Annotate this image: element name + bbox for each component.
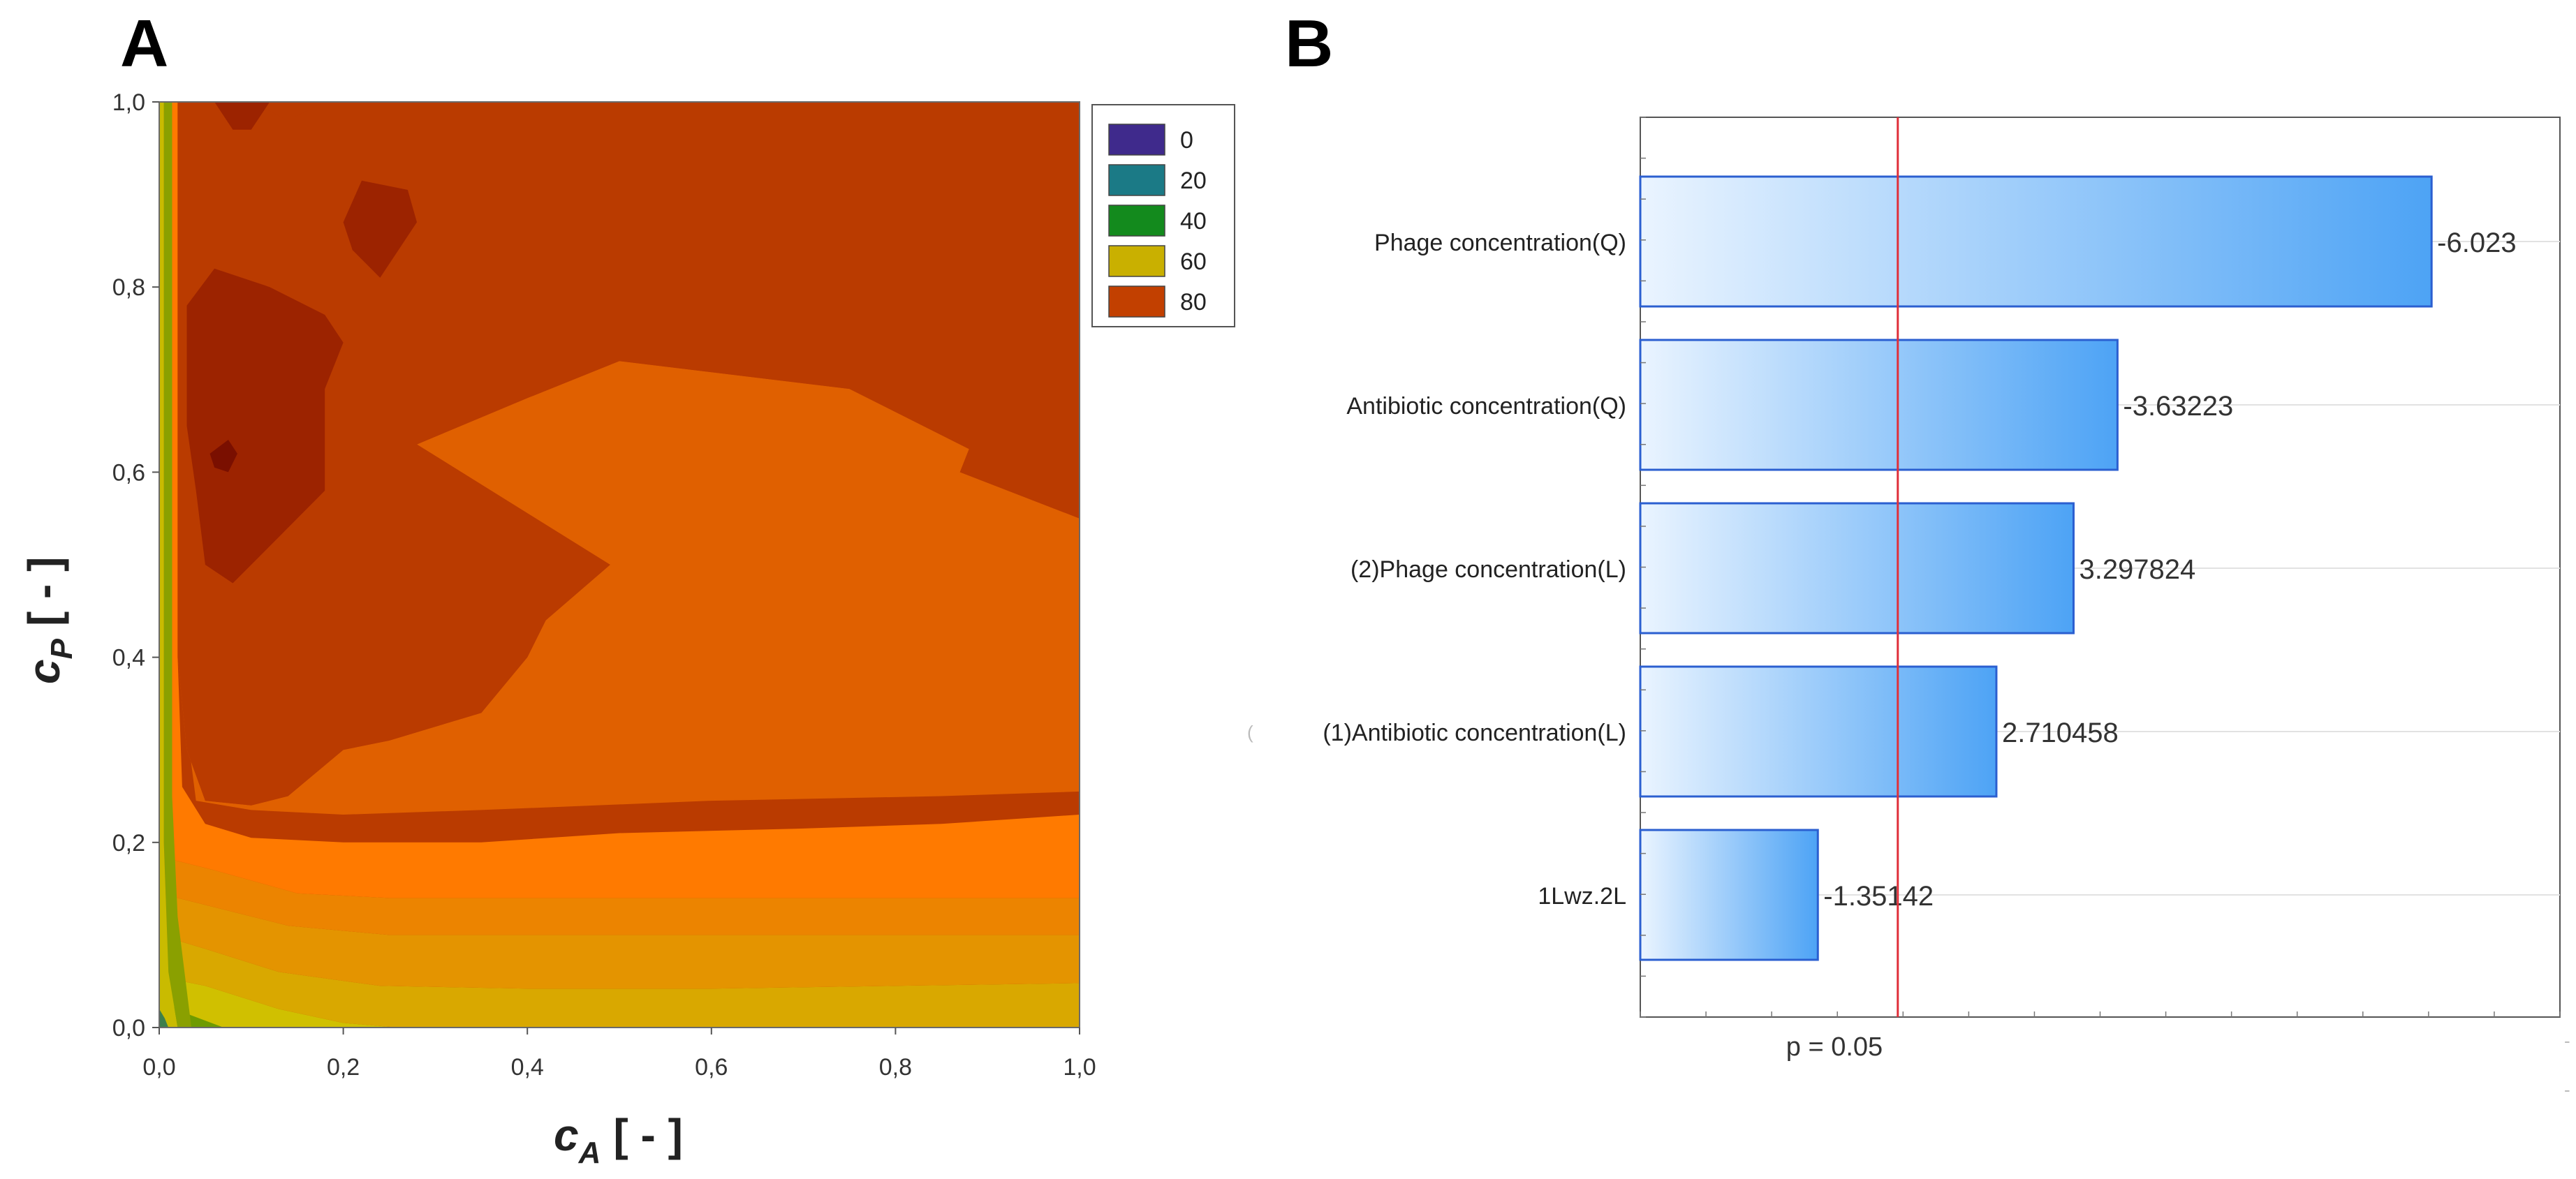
contour-region-band-86c — [214, 102, 270, 130]
pareto-category-label: 1Lwz.2L — [1538, 883, 1626, 910]
pareto-category-label: (1)Antibiotic concentration(L) — [1323, 720, 1626, 746]
y-axis-label-subscript: P — [45, 638, 79, 659]
x-tick-label: 0,4 — [511, 1054, 544, 1081]
y-tick-label: 0,8 — [112, 274, 145, 301]
contour-regions — [159, 102, 1080, 1028]
legend-label: 80 — [1180, 289, 1207, 316]
y-axis-label: cP [ - ] — [19, 557, 79, 684]
pareto-bar-value-label: -1.35142 — [1823, 881, 1934, 912]
reference-line-group: p = 0.05 — [1786, 117, 1899, 1062]
pareto-bar — [1639, 829, 1819, 961]
contour-region-edge-strip-teal — [159, 1009, 169, 1028]
legend-label: 20 — [1180, 168, 1207, 194]
legend-items: 0 20 40 60 80 — [1108, 124, 1207, 318]
y-tick-label: 0,2 — [112, 830, 145, 857]
contour-plot: 0,0 0,2 0,4 0,6 0,8 1,0 0,00,20,40,60,81,0 cA… — [19, 89, 1235, 1170]
pareto-bar — [1639, 502, 2075, 635]
x-axis-label-symbol: c — [554, 1110, 579, 1160]
pareto-category-label: (2)Phage concentration(L) — [1350, 556, 1626, 583]
contour-region-band-82 — [177, 102, 1080, 806]
stray-mark-dash-2: - — [2564, 1079, 2570, 1100]
panel-b-label: B — [1285, 6, 1333, 81]
legend-swatch — [1108, 164, 1165, 196]
legend-swatch — [1108, 124, 1165, 156]
pareto-bar-value-label: -6.023 — [2437, 228, 2516, 258]
contour-region-band-65 — [159, 893, 1080, 989]
contour-region-band-55 — [159, 977, 399, 1028]
pareto-chart: -6.023 Phage concentration(Q) -3.63223 Anti… — [1247, 117, 2570, 1100]
x-axis-label: cA [ - ] — [554, 1110, 683, 1170]
x-tick-label: 1,0 — [1063, 1054, 1096, 1081]
y-tick-label: 0,0 — [112, 1015, 145, 1041]
pareto-bar — [1639, 175, 2433, 308]
y-axis-label-symbol: c — [19, 659, 69, 684]
contour-region-band-86 — [186, 268, 344, 584]
contour-region-band-70 — [159, 856, 1080, 935]
legend-swatch — [1108, 205, 1165, 237]
contour-region-band-86b — [343, 180, 417, 278]
contour-region-edge-strip-olive — [163, 102, 192, 1028]
x-axis-label-subscript: A — [578, 1136, 601, 1170]
x-tick-label: 0,6 — [695, 1054, 728, 1081]
y-tick-label: 0,6 — [112, 459, 145, 486]
legend-swatch — [1108, 245, 1165, 277]
panel-a-label: A — [120, 6, 168, 81]
pareto-bar — [1639, 339, 2119, 471]
contour-legend: 0 20 40 60 80 — [1091, 104, 1235, 327]
x-tick-label: 0,8 — [879, 1054, 912, 1081]
stray-mark-dash-1: - — [2564, 1030, 2570, 1051]
legend-swatch — [1108, 286, 1165, 318]
y-tick-label: 0,4 — [112, 645, 145, 672]
pareto-bar-value-label: -3.63223 — [2123, 391, 2233, 422]
pareto-bar-value-label: 2.710458 — [2002, 718, 2119, 748]
x-axis-ticks: 0,0 0,2 0,4 0,6 0,8 1,0 — [142, 1028, 1096, 1081]
y-axis-label-unit: [ - ] — [19, 557, 69, 627]
pareto-bar-value-label: 3.297824 — [2079, 554, 2195, 585]
contour-plot-frame — [159, 101, 1080, 1028]
legend-label: 0 — [1180, 127, 1193, 154]
y-tick-label: 1,0 — [112, 89, 145, 116]
pareto-bars: -6.023 Phage concentration(Q) -3.63223 Anti… — [1323, 175, 2517, 961]
pareto-left-ticks — [1640, 117, 1646, 1018]
pareto-bottom-ticks — [1640, 1011, 2561, 1017]
legend-label: 40 — [1180, 208, 1207, 235]
stray-mark-paren: ( — [1247, 722, 1253, 743]
pareto-category-label: Antibiotic concentration(Q) — [1346, 393, 1626, 420]
x-axis-label-unit: [ - ] — [613, 1110, 683, 1160]
contour-region-band-60 — [159, 935, 1080, 1028]
x-tick-label: 0,0 — [142, 1054, 175, 1081]
contour-region-band-78 — [177, 361, 1080, 815]
reference-line-label: p = 0.05 — [1786, 1032, 1883, 1062]
x-tick-label: 0,2 — [327, 1054, 360, 1081]
y-axis-ticks: 0,0 0,2 0,4 0,6 0,8 1,0 — [112, 89, 159, 1041]
contour-region-band-90 — [209, 440, 237, 473]
pareto-bar — [1639, 665, 1998, 798]
pareto-category-label: Phage concentration(Q) — [1374, 230, 1626, 256]
legend-label: 60 — [1180, 249, 1207, 275]
